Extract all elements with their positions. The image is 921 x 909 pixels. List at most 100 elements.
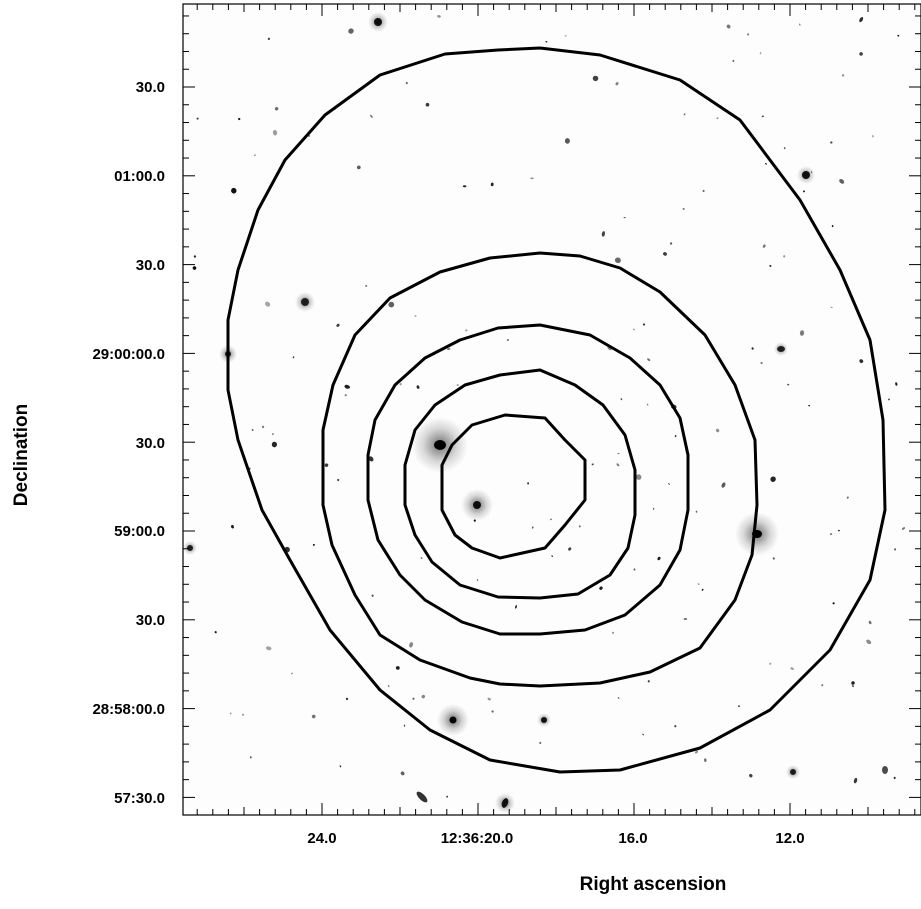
- contour-level-1: [226, 46, 887, 774]
- y-axis-tick-labels: 30.0 01:00.0 30.0 29:00:00.0 30.0 59:00.…: [92, 79, 165, 807]
- sky-source: [674, 725, 677, 728]
- sky-source: [694, 750, 699, 754]
- sky-source: [339, 765, 342, 768]
- sky-source: [851, 681, 855, 685]
- y-tick-label: 30.0: [136, 435, 165, 452]
- sky-source: [702, 189, 705, 192]
- y-tick-label: 30.0: [136, 79, 165, 96]
- sky-source: [324, 463, 329, 468]
- sky-source: [669, 242, 673, 245]
- sky-source: [253, 154, 256, 157]
- sky-source: [799, 23, 801, 26]
- sky-source: [421, 694, 426, 699]
- sky-source: [652, 507, 655, 510]
- sky-source: [866, 639, 872, 645]
- sky-source: [683, 618, 688, 620]
- sky-source: [591, 463, 594, 466]
- sky-source: [456, 384, 459, 387]
- sky-source: [399, 383, 402, 386]
- sky-source: [291, 672, 293, 675]
- sky-source: [250, 756, 252, 759]
- sky-source: [697, 583, 700, 585]
- sky-source: [841, 74, 845, 77]
- sky-source: [371, 594, 374, 597]
- sky-source: [231, 187, 237, 194]
- sky-source: [642, 323, 646, 326]
- sky-source: [831, 225, 834, 228]
- sky-source: [231, 524, 234, 529]
- sky-source: [787, 383, 790, 386]
- sky-source: [568, 547, 572, 551]
- sky-source: [897, 34, 900, 37]
- sky-source: [434, 440, 446, 450]
- y-axis-title: Declination: [11, 404, 32, 506]
- sky-source: [348, 28, 354, 34]
- sky-source: [783, 147, 786, 150]
- sky-source: [893, 776, 896, 780]
- sky-source: [646, 403, 649, 406]
- sky-source: [400, 771, 405, 776]
- y-tick-label: 29:00:00.0: [92, 346, 165, 363]
- sky-source: [344, 394, 347, 397]
- sky-source: [721, 482, 726, 488]
- sky-source: [657, 556, 661, 561]
- sky-source: [592, 75, 599, 82]
- sky-source: [193, 255, 197, 258]
- sky-source: [238, 117, 241, 121]
- sky-source: [821, 684, 824, 687]
- sky-source: [663, 252, 667, 256]
- sky-source: [868, 620, 872, 625]
- sky-source: [405, 82, 408, 85]
- sky-source: [759, 52, 762, 55]
- sky-source: [449, 716, 457, 724]
- sky-source: [783, 255, 786, 258]
- sky-source: [633, 568, 636, 571]
- sky-source: [647, 358, 651, 362]
- plot-frame: [182, 3, 921, 816]
- sky-source: [312, 543, 315, 546]
- sky-source: [762, 244, 766, 248]
- sky-source: [790, 667, 794, 670]
- sky-source: [859, 17, 864, 23]
- x-tick-label: 16.0: [618, 830, 647, 847]
- sky-source: [368, 456, 374, 462]
- sky-source: [395, 666, 400, 670]
- sky-source: [476, 579, 479, 582]
- sky-source: [704, 758, 707, 762]
- sky-source: [770, 476, 776, 482]
- sky-source: [336, 323, 340, 327]
- sky-source: [751, 347, 754, 350]
- sky-source: [365, 284, 368, 287]
- sky-source: [695, 510, 698, 513]
- sky-source: [716, 117, 719, 120]
- sky-source: [715, 428, 720, 433]
- sky-source: [732, 59, 735, 62]
- sky-source: [882, 766, 888, 774]
- sky-image: [183, 4, 921, 815]
- sky-source: [530, 177, 534, 180]
- sky-source: [514, 605, 518, 609]
- sky-source: [425, 102, 430, 107]
- sky-source: [647, 680, 650, 683]
- sky-source: [387, 685, 390, 688]
- sky-source: [462, 185, 467, 188]
- sky-source: [635, 474, 642, 480]
- sky-source: [527, 482, 530, 485]
- contour-level-5: [440, 413, 587, 560]
- sky-source: [632, 328, 635, 331]
- sky-source: [337, 478, 340, 482]
- sky-source: [214, 631, 217, 634]
- sky-source: [799, 330, 805, 336]
- y-tick-label: 28:58:00.0: [92, 701, 165, 718]
- sky-source: [550, 518, 552, 521]
- sky-source: [370, 114, 373, 118]
- sky-source: [374, 18, 382, 26]
- sky-source: [802, 190, 806, 193]
- x-tick-label: 24.0: [307, 830, 336, 847]
- sky-source: [616, 463, 620, 467]
- sky-source: [599, 586, 603, 590]
- sky-source: [852, 685, 854, 688]
- sky-source: [403, 724, 406, 727]
- sky-source: [737, 705, 741, 708]
